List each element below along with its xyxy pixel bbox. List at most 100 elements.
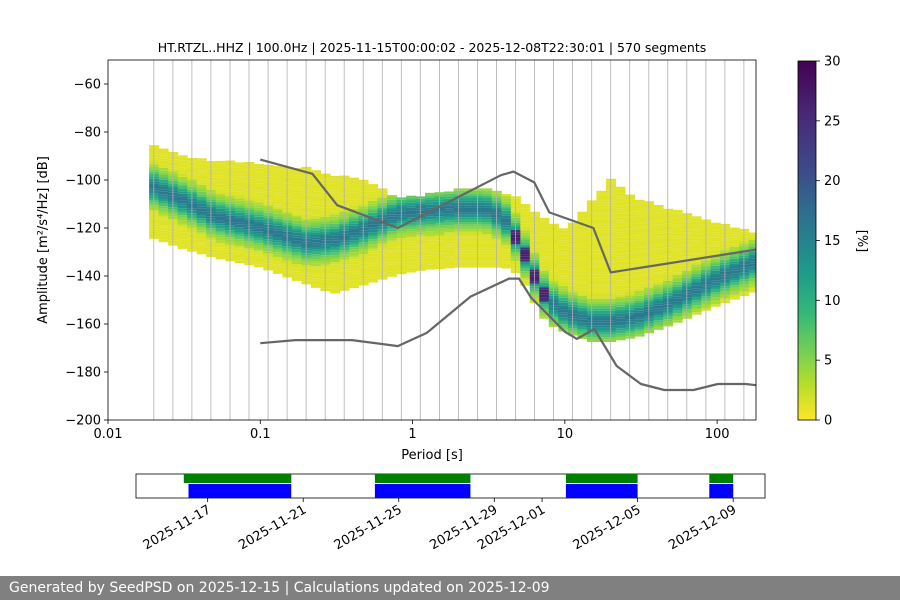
heatmap-cell xyxy=(710,258,721,262)
heatmap-cell xyxy=(577,274,588,277)
heatmap-cell xyxy=(691,261,702,265)
heatmap-cell xyxy=(158,232,169,235)
heatmap-cell xyxy=(272,175,283,178)
heatmap-cell xyxy=(158,177,169,180)
heatmap-cell xyxy=(653,308,664,311)
heatmap-cell xyxy=(672,291,683,294)
heatmap-cell xyxy=(691,247,702,250)
heatmap-cell xyxy=(234,256,245,259)
heatmap-cell xyxy=(615,196,626,199)
heatmap-cell xyxy=(558,245,569,248)
heatmap-cell xyxy=(596,318,607,321)
heatmap-cell xyxy=(539,285,550,288)
heatmap-cell xyxy=(691,264,702,267)
heatmap-cell xyxy=(577,226,588,229)
heatmap-cell xyxy=(310,275,321,279)
heatmap-cell xyxy=(291,199,302,202)
heatmap-cell xyxy=(349,242,360,245)
heatmap-cell xyxy=(710,239,721,242)
heatmap-cell xyxy=(406,205,417,208)
heatmap-cell xyxy=(215,199,226,202)
heatmap-cell xyxy=(596,289,607,292)
heatmap-cell xyxy=(672,296,683,299)
heatmap-cell xyxy=(634,250,645,253)
heatmap-cell xyxy=(615,287,626,290)
heatmap-cell xyxy=(272,204,283,207)
heatmap-cell xyxy=(196,213,207,216)
heatmap-cell xyxy=(691,221,702,224)
heatmap-cell xyxy=(501,261,512,264)
heatmap-cell xyxy=(291,189,302,193)
heatmap-cell xyxy=(253,195,264,198)
heatmap-cell xyxy=(463,260,474,263)
heatmap-cell xyxy=(596,238,607,242)
heatmap-cell xyxy=(406,229,417,232)
heatmap-cell xyxy=(748,244,756,247)
heatmap-cell xyxy=(253,190,264,193)
heatmap-cell xyxy=(368,265,379,269)
heatmap-cell xyxy=(253,214,264,217)
heatmap-cell xyxy=(615,215,626,218)
heatmap-cell xyxy=(463,205,474,208)
heatmap-cell xyxy=(748,263,756,267)
heatmap-cell xyxy=(349,254,360,257)
heatmap-cell xyxy=(729,268,740,271)
heatmap-cell xyxy=(368,268,379,271)
heatmap-cell xyxy=(349,240,360,243)
heatmap-cell xyxy=(253,248,264,251)
heatmap-cell xyxy=(577,336,588,339)
heatmap-cell xyxy=(463,219,474,222)
heatmap-cell xyxy=(615,325,626,329)
heatmap-cell xyxy=(558,240,569,243)
heatmap-cell xyxy=(425,262,436,265)
heatmap-cell xyxy=(349,244,360,248)
heatmap-cell xyxy=(558,283,569,286)
heatmap-cell xyxy=(406,262,417,266)
heatmap-cell xyxy=(653,272,664,275)
heatmap-cell xyxy=(577,278,588,282)
heatmap-cell xyxy=(634,199,645,203)
heatmap-cell xyxy=(653,310,664,313)
heatmap-cell xyxy=(215,168,226,171)
heatmap-cell xyxy=(329,250,340,253)
heatmap-cell xyxy=(310,218,321,221)
heatmap-cell xyxy=(368,275,379,278)
heatmap-cell xyxy=(253,262,264,265)
heatmap-cell xyxy=(539,289,550,293)
heatmap-cell xyxy=(577,331,588,335)
heatmap-cell xyxy=(748,242,756,245)
heatmap-cell xyxy=(368,210,379,213)
heatmap-cell xyxy=(596,270,607,273)
heatmap-cell xyxy=(596,267,607,270)
heatmap-cell xyxy=(710,275,721,278)
heatmap-cell xyxy=(215,216,226,219)
heatmap-cell xyxy=(653,322,664,325)
heatmap-cell xyxy=(387,250,398,253)
heatmap-cell xyxy=(672,255,683,258)
heatmap-cell xyxy=(177,176,188,180)
heatmap-cell xyxy=(177,236,188,240)
heatmap-cell xyxy=(558,261,569,265)
heatmap-cell xyxy=(349,278,360,281)
heatmap-cell xyxy=(615,294,626,298)
colorbar-gradient xyxy=(797,60,817,421)
heatmap-cell xyxy=(558,297,569,301)
heatmap-cell xyxy=(558,290,569,294)
heatmap-cell xyxy=(520,225,531,228)
heatmap-cell xyxy=(729,275,740,278)
heatmap-cell xyxy=(329,221,340,224)
heatmap-cell xyxy=(729,227,740,230)
heatmap-cell xyxy=(615,258,626,262)
heatmap-cell xyxy=(291,192,302,195)
heatmap-cell xyxy=(387,264,398,268)
heatmap-cell xyxy=(729,232,740,235)
heatmap-cell xyxy=(710,222,721,226)
heatmap-cell xyxy=(368,203,379,206)
heatmap-cell xyxy=(444,263,455,266)
heatmap-cell xyxy=(596,306,607,309)
heatmap-cell xyxy=(272,201,283,205)
heatmap-cell xyxy=(234,229,245,232)
heatmap-cell xyxy=(634,243,645,246)
heatmap-cell xyxy=(691,281,702,284)
heatmap-cell xyxy=(577,259,588,263)
